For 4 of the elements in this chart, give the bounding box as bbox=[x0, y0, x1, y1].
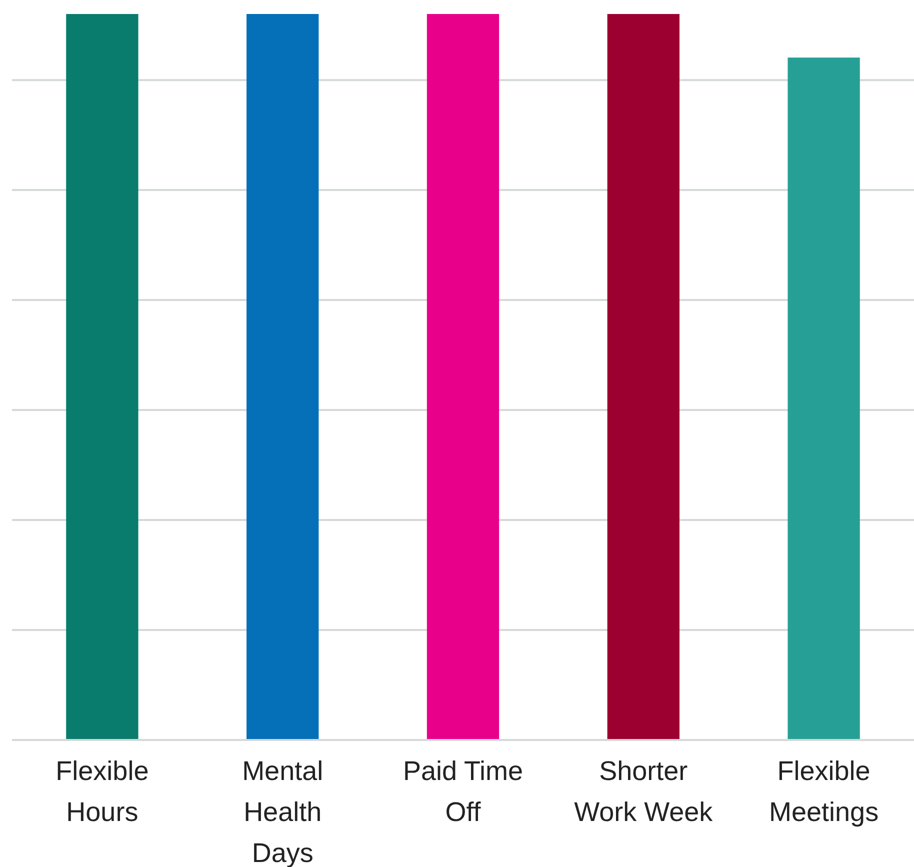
x-tick-label: Flexible Meetings bbox=[769, 756, 879, 827]
x-tick-label: Flexible Hours bbox=[56, 756, 149, 827]
x-tick-label: Paid Time Off bbox=[402, 756, 524, 827]
x-tick-label: Shorter Work Week bbox=[574, 756, 714, 827]
